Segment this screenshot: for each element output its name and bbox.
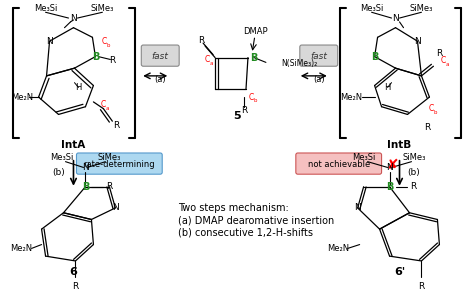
Text: R: R	[106, 182, 112, 191]
Text: 6': 6'	[394, 267, 405, 276]
Text: a: a	[446, 62, 449, 67]
Text: R: R	[198, 36, 204, 45]
Text: SiMe₃: SiMe₃	[98, 153, 121, 162]
FancyBboxPatch shape	[141, 45, 179, 66]
Text: Me₂N: Me₂N	[341, 93, 363, 102]
Text: R: R	[436, 49, 443, 58]
Text: B: B	[82, 182, 89, 192]
Text: Me₂N: Me₂N	[11, 93, 34, 102]
Text: Me₃Si: Me₃Si	[50, 153, 73, 162]
Text: C: C	[429, 104, 434, 113]
Text: R: R	[410, 182, 417, 191]
Text: Me₃Si: Me₃Si	[360, 4, 383, 13]
Text: R: R	[73, 283, 79, 291]
Text: Me₂N: Me₂N	[327, 244, 349, 253]
Text: N: N	[112, 203, 118, 212]
Text: C: C	[204, 55, 210, 64]
Text: fast: fast	[310, 52, 327, 61]
Text: IntA: IntA	[61, 140, 86, 150]
Text: Me₃Si: Me₃Si	[352, 153, 375, 162]
Text: N: N	[414, 37, 421, 46]
Text: a: a	[106, 106, 109, 111]
Text: Two steps mechanism:: Two steps mechanism:	[178, 203, 289, 213]
Text: b: b	[253, 98, 257, 103]
FancyBboxPatch shape	[300, 45, 337, 66]
Text: fast: fast	[152, 52, 169, 61]
Text: b: b	[107, 42, 110, 47]
Text: Me₃Si: Me₃Si	[34, 4, 57, 13]
Text: (b) consecutive 1,2-H-shifts: (b) consecutive 1,2-H-shifts	[178, 228, 313, 238]
Text: SiMe₃: SiMe₃	[91, 4, 114, 13]
Text: B: B	[371, 52, 378, 62]
Text: (a): (a)	[313, 75, 325, 84]
Text: C: C	[248, 93, 254, 102]
Text: SiMe₃: SiMe₃	[410, 4, 433, 13]
Text: C: C	[102, 37, 107, 46]
Text: SiMe₃: SiMe₃	[403, 153, 426, 162]
Text: IntB: IntB	[387, 140, 411, 150]
Text: N: N	[82, 163, 89, 172]
Text: H: H	[75, 83, 82, 92]
Text: DMAP: DMAP	[243, 27, 267, 36]
Text: R: R	[109, 56, 116, 65]
FancyBboxPatch shape	[296, 153, 382, 174]
Text: B: B	[386, 182, 393, 192]
Text: not achievable: not achievable	[308, 160, 370, 169]
Text: ✘: ✘	[387, 157, 398, 172]
Text: C: C	[441, 56, 446, 65]
Text: R: R	[419, 283, 425, 291]
Text: b: b	[434, 110, 437, 115]
Text: 5: 5	[233, 111, 241, 121]
Text: N: N	[46, 37, 53, 46]
Text: 6: 6	[70, 267, 77, 276]
Text: B: B	[92, 52, 99, 62]
Text: B: B	[250, 53, 257, 63]
Text: Me₂N: Me₂N	[10, 244, 33, 253]
Text: N: N	[354, 203, 361, 212]
Text: R: R	[113, 122, 119, 130]
Text: R: R	[241, 106, 247, 115]
Text: (b): (b)	[407, 168, 420, 177]
Text: N: N	[70, 14, 77, 22]
Text: rate-determining: rate-determining	[83, 160, 155, 169]
Text: C: C	[101, 100, 106, 109]
Text: a: a	[210, 61, 213, 66]
FancyBboxPatch shape	[76, 153, 162, 174]
Text: (a) DMAP dearomative insertion: (a) DMAP dearomative insertion	[178, 215, 335, 226]
Text: N: N	[386, 163, 393, 172]
Text: H: H	[384, 83, 391, 92]
Text: N(SiMe₃)₂: N(SiMe₃)₂	[282, 59, 318, 68]
Text: N: N	[392, 14, 399, 22]
Text: (a): (a)	[155, 75, 166, 84]
Text: (b): (b)	[52, 168, 65, 177]
Text: R: R	[424, 123, 430, 132]
